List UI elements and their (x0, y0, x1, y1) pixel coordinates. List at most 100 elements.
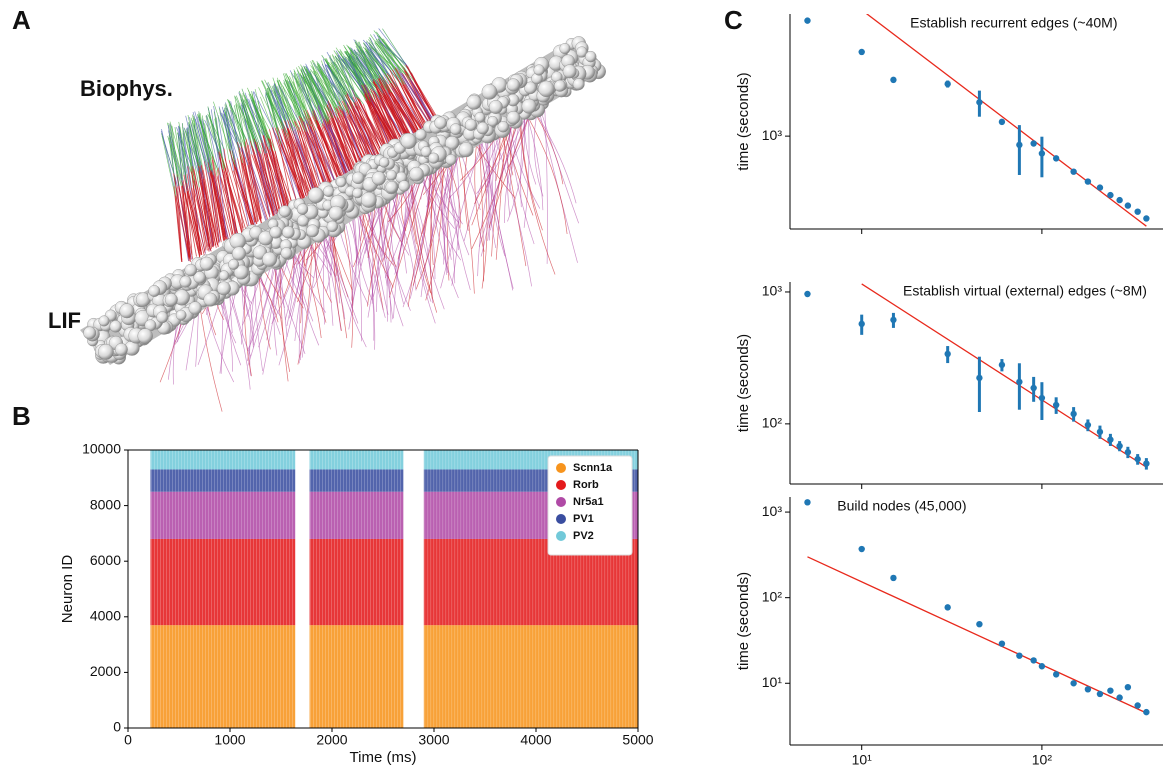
dendrite (374, 41, 399, 72)
dendrite (317, 106, 347, 178)
lif-cell (109, 320, 122, 333)
plot-area (804, 499, 1150, 716)
data-point (1143, 460, 1150, 467)
dendrite (288, 75, 310, 119)
dendrite (178, 133, 183, 182)
lif-cell (481, 84, 498, 100)
lif-cell (278, 205, 292, 218)
legend-swatch (556, 531, 566, 541)
dendrite (350, 54, 382, 99)
dendrite (340, 51, 357, 98)
y-axis-label: time (seconds) (735, 72, 752, 170)
dendrite (269, 145, 286, 208)
panel-label: A (12, 5, 31, 35)
dendrite (225, 103, 243, 164)
dendrite (173, 173, 190, 262)
dendrite (285, 80, 298, 119)
dendrite (324, 59, 354, 110)
legend-box (547, 455, 633, 556)
dendrite (245, 104, 255, 139)
dendrite (332, 61, 346, 96)
lif-cell (434, 116, 447, 130)
y-tick-label: 8000 (90, 496, 121, 512)
dendrite (526, 113, 544, 211)
dendrite (223, 170, 243, 235)
dendrite (296, 73, 318, 122)
dendrite (173, 186, 182, 263)
dendrite (273, 87, 288, 127)
lif-cell (445, 154, 457, 166)
dendrite (328, 119, 357, 175)
lif-cell (360, 191, 377, 208)
dendrite (362, 39, 391, 70)
dendrite (242, 93, 263, 144)
lif-cell (576, 46, 588, 58)
spike-band (309, 538, 404, 626)
lif-cell (156, 311, 169, 324)
spike-band (309, 625, 404, 728)
y-axis-label: time (seconds) (735, 334, 752, 432)
dendrite (382, 38, 402, 74)
data-point (1038, 663, 1046, 670)
legend-label: Scnn1a (573, 462, 613, 474)
dendrite (273, 83, 289, 129)
dendrite (217, 167, 235, 237)
lif-cell (179, 275, 192, 288)
dendrite (244, 94, 262, 140)
dendrite (290, 82, 302, 118)
lif-cell (119, 303, 135, 319)
dendrite (222, 114, 230, 150)
dendrite (305, 63, 328, 105)
dendrite (174, 127, 184, 181)
dendrite (420, 140, 467, 298)
legend-label: PV1 (573, 513, 594, 525)
dendrite (288, 128, 314, 196)
dendrite (335, 64, 360, 102)
dendrite (320, 68, 347, 112)
dendrite (168, 134, 183, 186)
dendrite (210, 109, 222, 178)
x-tick-label: 0 (124, 732, 132, 748)
lif-cell (562, 64, 577, 79)
dendrite (477, 122, 506, 277)
lif-cell (203, 292, 218, 307)
dendrite (355, 56, 374, 83)
dendrite (394, 67, 428, 132)
lif-cell (323, 185, 335, 197)
dendrite (259, 151, 277, 214)
dendrite (303, 121, 322, 187)
dendrite (298, 120, 321, 190)
dendrite (284, 120, 307, 197)
dendrite (262, 135, 288, 210)
dendrite (488, 110, 532, 229)
dendrite (338, 50, 362, 86)
dendrite (268, 149, 290, 209)
lif-cell (352, 187, 363, 199)
dendrite (277, 139, 292, 203)
lif-cell (572, 78, 585, 91)
panel-label: C (724, 5, 743, 35)
dendrite (314, 130, 337, 184)
lif-cell (487, 115, 499, 127)
dendrite (366, 51, 387, 85)
fit-line (861, 283, 1147, 468)
dendrite (183, 131, 196, 181)
dendrite (306, 70, 334, 119)
dendrite (504, 111, 532, 224)
dendrite (331, 54, 360, 100)
dendrite (185, 115, 200, 171)
dendrite (266, 153, 281, 211)
dendrite (327, 100, 358, 172)
dendrite (331, 117, 351, 173)
x-tick-label: 10¹ (852, 752, 873, 768)
dendrite (500, 124, 527, 267)
lif-cell (83, 326, 97, 340)
dendrite (337, 55, 364, 85)
dendrite (212, 170, 229, 241)
dendrite (197, 114, 218, 170)
lif-cell (351, 171, 365, 185)
lif-cell (307, 187, 324, 204)
data-point (1084, 178, 1092, 185)
dendrite (506, 119, 513, 216)
dendrite (224, 158, 247, 233)
